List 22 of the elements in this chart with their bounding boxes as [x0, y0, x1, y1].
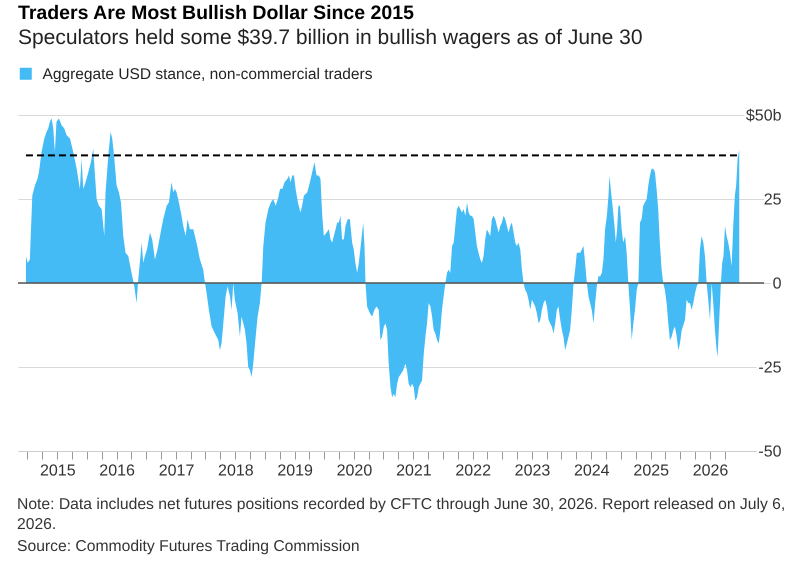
y-tick-label: $50b — [746, 108, 782, 124]
x-tick-label: 2019 — [277, 462, 314, 480]
y-tick-label: 25 — [764, 192, 782, 208]
x-tick-label: 2020 — [336, 462, 372, 480]
source-note: Source: Commodity Futures Trading Commission — [17, 537, 361, 557]
x-tick-label: 2016 — [99, 462, 135, 480]
x-tick-label: 2022 — [455, 462, 492, 480]
x-tick-label: 2018 — [218, 462, 254, 480]
x-tick-label: 2023 — [514, 462, 550, 480]
x-tick-label: 2026 — [692, 462, 728, 480]
x-tick-label: 2017 — [158, 462, 194, 480]
y-tick-label: -50 — [758, 444, 782, 460]
text: Note: Data includes net futures positions recorded by CFTC through June 30, 2026. Report released on July 6, 2026. — [17, 495, 786, 535]
y-tick-label: 0 — [772, 276, 782, 292]
legend-label: Aggregate USD stance, non-commercial traders — [42, 66, 373, 83]
x-tick-label: 2021 — [396, 462, 432, 480]
chart-title: Traders Are Most Bullish Dollar Since 2015 — [18, 1, 415, 25]
chart-subtitle: Speculators held some $39.7 billion in bullish wagers as of June 30 — [18, 25, 643, 50]
x-tick-label: 2024 — [574, 462, 610, 480]
y-tick-label: -25 — [758, 360, 782, 376]
x-tick-label: 2025 — [633, 462, 670, 480]
x-tick-label: 2015 — [40, 462, 76, 480]
